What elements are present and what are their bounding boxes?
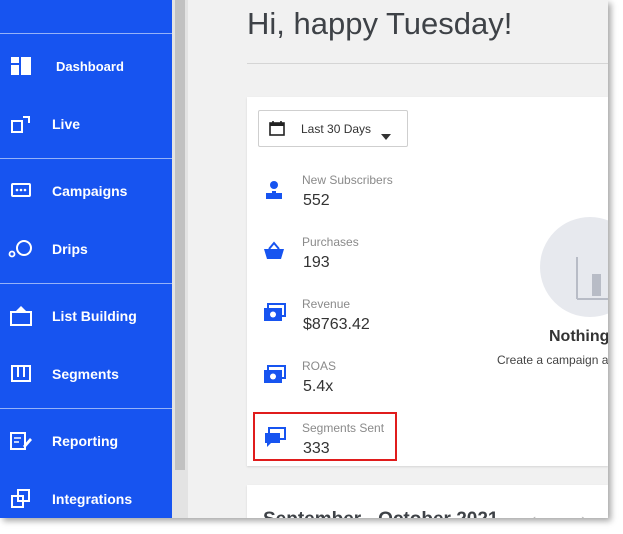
sidebar-divider <box>0 33 172 34</box>
metric-value: 5.4x <box>303 378 334 395</box>
metric-value: $8763.42 <box>303 316 370 333</box>
app-window: Dashboard Live Campaigns Drips <box>0 0 608 518</box>
campaigns-icon <box>8 178 34 204</box>
dashboard-icon <box>8 53 34 79</box>
revenue-icon <box>263 303 289 325</box>
sidebar-item-segments[interactable]: Segments <box>0 346 172 402</box>
sidebar-item-reporting[interactable]: Reporting <box>0 413 172 469</box>
main-content: Hi, happy Tuesday! Last 30 Days New Subs… <box>188 0 608 518</box>
sidebar-item-label: Drips <box>52 241 88 257</box>
metrics-card: Last 30 Days New Subscribers 552 Purchas… <box>247 97 608 466</box>
segments-icon <box>8 361 34 387</box>
metric-revenue: Revenue $8763.42 <box>257 297 457 347</box>
sidebar-item-label: List Building <box>52 308 137 324</box>
highlight-box <box>253 412 397 461</box>
sidebar-item-campaigns[interactable]: Campaigns <box>0 163 172 219</box>
metric-label: Revenue <box>302 297 351 311</box>
sidebar-item-dashboard[interactable]: Dashboard <box>0 38 172 94</box>
drips-icon <box>8 236 34 262</box>
empty-state-title: Nothing <box>549 328 608 345</box>
sidebar-item-drips[interactable]: Drips <box>0 221 172 277</box>
chevron-right-icon[interactable]: › <box>581 511 586 518</box>
bar-chart-icon <box>576 257 608 300</box>
roas-icon <box>263 365 289 387</box>
metric-new-subscribers: New Subscribers 552 <box>257 173 457 223</box>
chevron-down-icon <box>381 127 391 145</box>
title-divider <box>247 63 608 64</box>
metric-label: Purchases <box>302 235 359 249</box>
metric-label: Segments Sent <box>302 421 385 435</box>
metric-purchases: Purchases 193 <box>257 235 457 285</box>
sidebar: Dashboard Live Campaigns Drips <box>0 0 172 518</box>
calendar-period: September - October 2021 <box>263 509 498 518</box>
sidebar-divider <box>0 158 172 159</box>
chevron-left-icon[interactable]: ‹ <box>531 511 536 518</box>
sidebar-scrollbar-thumb[interactable] <box>175 0 185 470</box>
metric-segments-sent: Segments Sent 333 <box>257 421 457 471</box>
metric-value: 333 <box>303 440 330 457</box>
sidebar-item-label: Dashboard <box>56 58 124 74</box>
empty-state-subtitle: Create a campaign a <box>497 353 608 367</box>
sidebar-item-live[interactable]: Live <box>0 96 172 152</box>
basket-icon <box>263 241 289 263</box>
sidebar-item-label: Reporting <box>52 433 119 449</box>
sidebar-item-label: Live <box>52 116 81 132</box>
sidebar-item-label: Integrations <box>52 491 133 507</box>
reporting-icon <box>8 428 34 454</box>
sidebar-divider <box>0 283 172 284</box>
sidebar-item-label: Segments <box>52 366 119 382</box>
calendar-icon <box>269 121 285 141</box>
empty-chart-illustration <box>540 217 608 317</box>
date-range-select[interactable]: Last 30 Days <box>258 110 408 147</box>
page-title: Hi, happy Tuesday! <box>247 6 513 41</box>
metric-label: New Subscribers <box>302 173 393 187</box>
sidebar-divider <box>0 408 172 409</box>
chat-icon <box>263 427 289 449</box>
integrations-icon <box>8 486 34 512</box>
sidebar-item-integrations[interactable]: Integrations <box>0 471 172 518</box>
live-icon <box>8 111 34 137</box>
sidebar-item-label: Campaigns <box>52 183 128 199</box>
calendar-card: September - October 2021 ‹ › <box>247 485 608 518</box>
metric-value: 552 <box>303 192 330 209</box>
sidebar-item-list-building[interactable]: List Building <box>0 288 172 344</box>
subscriber-icon <box>263 179 289 201</box>
metric-value: 193 <box>303 254 330 271</box>
list-building-icon <box>8 303 34 329</box>
date-range-value: Last 30 Days <box>301 122 372 136</box>
metric-roas: ROAS 5.4x <box>257 359 457 409</box>
metric-label: ROAS <box>302 359 337 373</box>
